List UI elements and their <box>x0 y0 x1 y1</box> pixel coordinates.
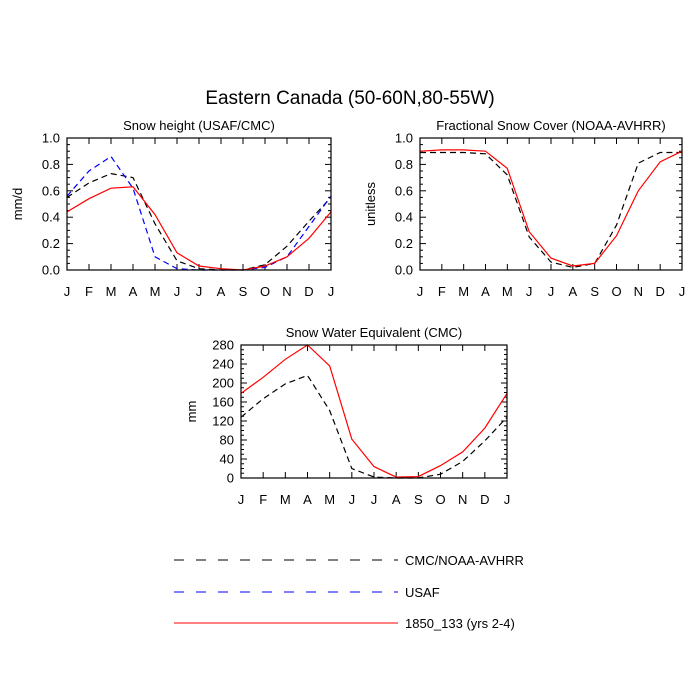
chart-panel-2: Fractional Snow Cover (NOAA-AVHRR) unitle… <box>363 118 685 299</box>
x-tick-label: J <box>679 284 686 299</box>
x-tick-label: D <box>655 284 664 299</box>
plot-frame <box>419 137 683 271</box>
chart-panels: Snow height (USAF/CMC) mm/d 0.0 0.2 0.4 0.6 0.… <box>10 118 685 507</box>
plot-frame <box>240 344 508 479</box>
series-line-1850-133-yrs-2-4 <box>66 186 332 271</box>
legend-label: USAF <box>405 585 440 600</box>
series-line-cmc-noaa-avhrr <box>420 151 682 269</box>
x-tick-label: M <box>106 284 117 299</box>
y-tick-label: 200 <box>212 376 234 391</box>
x-tick-label: M <box>280 492 291 507</box>
y-tick-label: 0.4 <box>395 210 413 225</box>
chart-panel-1: Snow height (USAF/CMC) mm/d 0.0 0.2 0.4 0.6 0.… <box>10 118 334 299</box>
x-tick-label: J <box>328 284 335 299</box>
y-tick-label: 160 <box>212 395 234 410</box>
x-tick-label: A <box>303 492 312 507</box>
series-line-cmc-noaa-avhrr <box>240 374 508 479</box>
y-tick-label: 280 <box>212 338 234 353</box>
x-tick-label: M <box>458 284 469 299</box>
x-tick-label: A <box>392 492 401 507</box>
y-tick-label: 0.2 <box>395 236 413 251</box>
legend-label: CMC/NOAA-AVHRR <box>405 553 524 568</box>
x-tick-label: N <box>634 284 643 299</box>
x-tick-label: J <box>349 492 356 507</box>
y-tick-label: 1.0 <box>42 131 60 146</box>
legend: CMC/NOAA-AVHRR USAF 1850_133 (yrs 2-4) <box>174 553 524 631</box>
y-tick-label: 0.4 <box>42 210 60 225</box>
x-tick-label: D <box>304 284 313 299</box>
x-tick-label: O <box>435 492 445 507</box>
y-tick-label: 40 <box>220 452 234 467</box>
x-tick-label: N <box>282 284 291 299</box>
x-tick-label: S <box>414 492 423 507</box>
x-tick-label: A <box>568 284 577 299</box>
y-axis-label: mm/d <box>10 188 25 221</box>
x-tick-label: J <box>196 284 203 299</box>
x-tick-label: S <box>239 284 248 299</box>
y-tick-label: 1.0 <box>395 131 413 146</box>
panel-title: Snow Water Equivalent (CMC) <box>286 325 463 340</box>
series-line-1850-133-yrs-2-4 <box>419 149 683 267</box>
x-tick-label: F <box>259 492 267 507</box>
y-tick-label: 0 <box>227 471 234 486</box>
y-tick-label: 0.8 <box>395 157 413 172</box>
plot-frame <box>66 137 332 271</box>
y-tick-label: 0.6 <box>42 183 60 198</box>
x-tick-label: N <box>458 492 467 507</box>
panel-title: Fractional Snow Cover (NOAA-AVHRR) <box>436 118 665 133</box>
y-tick-label: 0.0 <box>42 263 60 278</box>
x-tick-label: J <box>371 492 378 507</box>
x-tick-label: A <box>129 284 138 299</box>
x-tick-label: D <box>480 492 489 507</box>
legend-label: 1850_133 (yrs 2-4) <box>405 616 515 631</box>
y-tick-label: 0.6 <box>395 183 413 198</box>
x-tick-label: J <box>504 492 511 507</box>
x-tick-label: F <box>85 284 93 299</box>
y-tick-label: 0.8 <box>42 157 60 172</box>
y-axis-label: unitless <box>363 181 378 226</box>
x-tick-label: J <box>417 284 424 299</box>
x-tick-label: F <box>438 284 446 299</box>
chart-panel-3: Snow Water Equivalent (CMC) mm 0 40 80 120 160… <box>184 325 510 507</box>
x-tick-label: O <box>260 284 270 299</box>
y-tick-label: 0.0 <box>395 263 413 278</box>
x-tick-label: M <box>502 284 513 299</box>
x-tick-label: J <box>526 284 533 299</box>
x-tick-label: J <box>174 284 181 299</box>
series-line-1850-133-yrs-2-4 <box>240 344 508 478</box>
y-tick-label: 80 <box>220 433 234 448</box>
x-tick-label: M <box>150 284 161 299</box>
x-tick-label: O <box>611 284 621 299</box>
x-tick-label: A <box>481 284 490 299</box>
panel-title: Snow height (USAF/CMC) <box>123 118 275 133</box>
figure-title: Eastern Canada (50-60N,80-55W) <box>205 88 494 109</box>
y-tick-label: 120 <box>212 414 234 429</box>
y-axis-label: mm <box>184 401 199 423</box>
x-tick-label: J <box>238 492 245 507</box>
x-tick-label: M <box>324 492 335 507</box>
series-line-cmc-noaa-avhrr <box>66 172 332 271</box>
y-tick-label: 0.2 <box>42 236 60 251</box>
y-tick-label: 240 <box>212 357 234 372</box>
x-tick-label: S <box>590 284 599 299</box>
x-tick-label: J <box>64 284 71 299</box>
x-tick-label: J <box>548 284 555 299</box>
x-tick-label: A <box>217 284 226 299</box>
